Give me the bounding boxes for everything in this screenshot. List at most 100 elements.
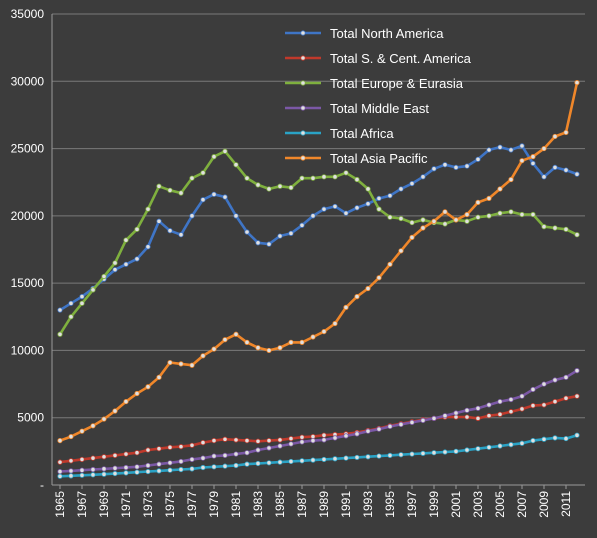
- data-point: [332, 174, 338, 180]
- data-point: [211, 437, 217, 444]
- data-point: [442, 221, 448, 227]
- data-point: [431, 415, 437, 421]
- data-point: [354, 205, 360, 211]
- data-point: [255, 240, 261, 246]
- data-point: [90, 423, 96, 429]
- data-point: [90, 472, 96, 478]
- data-point: [332, 320, 338, 327]
- data-point: [376, 426, 382, 432]
- x-tick-label: 1975: [163, 491, 177, 518]
- data-point: [431, 166, 437, 172]
- axes: - 5000 10000 15000 20000 25000 30000 35000 1965 1…: [11, 7, 585, 518]
- data-point: [398, 248, 404, 254]
- data-point: [409, 451, 415, 457]
- data-point: [266, 186, 272, 192]
- y-tick-label: 10000: [11, 343, 45, 357]
- x-tick-label: 1983: [251, 491, 265, 518]
- data-point: [101, 273, 107, 280]
- x-tick-label: 2005: [493, 491, 507, 518]
- data-point: [79, 293, 85, 300]
- data-point: [57, 473, 63, 479]
- data-point: [211, 346, 217, 352]
- data-point: [277, 443, 283, 449]
- data-point: [552, 225, 558, 231]
- data-point: [222, 452, 228, 458]
- x-tick-label: 1995: [383, 491, 397, 518]
- data-point: [68, 300, 74, 306]
- data-point: [145, 206, 151, 212]
- data-point: [387, 214, 393, 220]
- data-point: [398, 421, 404, 428]
- x-tick-label: 1981: [229, 491, 243, 518]
- data-point: [453, 448, 459, 454]
- x-tick-label: 1971: [119, 491, 133, 518]
- data-point: [321, 456, 327, 463]
- data-point: [442, 449, 448, 455]
- data-point: [486, 147, 492, 153]
- series-line: [59, 369, 578, 473]
- data-point: [497, 186, 503, 192]
- data-point: [145, 384, 151, 390]
- legend-label: Total North America: [330, 26, 444, 41]
- data-point: [420, 225, 426, 231]
- data-point: [101, 454, 107, 460]
- data-point: [354, 176, 360, 183]
- x-tick-label: 1989: [317, 491, 331, 518]
- data-point: [574, 368, 580, 374]
- data-point: [211, 464, 217, 470]
- data-point: [365, 454, 371, 460]
- data-point: [288, 441, 294, 447]
- data-point: [497, 144, 503, 150]
- data-point: [68, 433, 74, 440]
- data-point: [541, 436, 547, 442]
- data-point: [101, 466, 107, 472]
- data-point: [167, 444, 173, 450]
- data-point: [519, 158, 525, 164]
- data-point: [486, 195, 492, 201]
- data-point: [233, 213, 239, 219]
- data-point: [266, 437, 272, 444]
- data-point: [79, 300, 85, 306]
- data-point: [299, 222, 305, 228]
- data-point: [255, 447, 261, 453]
- x-tick-label: 1991: [339, 491, 353, 518]
- x-tick-label: 1999: [427, 491, 441, 518]
- data-point: [387, 193, 393, 199]
- data-point: [255, 345, 261, 351]
- data-point: [222, 194, 228, 200]
- data-point: [387, 452, 393, 458]
- data-point: [530, 437, 536, 444]
- data-point: [552, 398, 558, 405]
- x-tick-label: 1965: [53, 491, 67, 518]
- data-point: [365, 428, 371, 434]
- data-point: [156, 468, 162, 474]
- series-4: [57, 432, 580, 479]
- data-point: [288, 339, 294, 345]
- data-point: [343, 210, 349, 216]
- data-point: [255, 182, 261, 188]
- data-point: [244, 175, 250, 181]
- data-point: [354, 454, 360, 461]
- data-point: [178, 444, 184, 450]
- data-point: [574, 393, 580, 399]
- data-point: [277, 459, 283, 465]
- data-point: [134, 450, 140, 456]
- data-point: [233, 451, 239, 457]
- data-point: [244, 450, 250, 456]
- data-point: [442, 162, 448, 168]
- data-point: [200, 455, 206, 461]
- data-point: [134, 256, 140, 262]
- data-point: [321, 328, 327, 335]
- data-point: [453, 410, 459, 416]
- data-point: [508, 442, 514, 448]
- data-point: [453, 217, 459, 223]
- data-point: [574, 432, 580, 438]
- data-point: [420, 417, 426, 424]
- data-point: [431, 218, 437, 224]
- legend-marker: [300, 80, 306, 86]
- data-point: [57, 307, 63, 313]
- data-point: [101, 416, 107, 422]
- data-point: [409, 180, 415, 187]
- legend-marker: [300, 30, 306, 36]
- data-point: [464, 163, 470, 169]
